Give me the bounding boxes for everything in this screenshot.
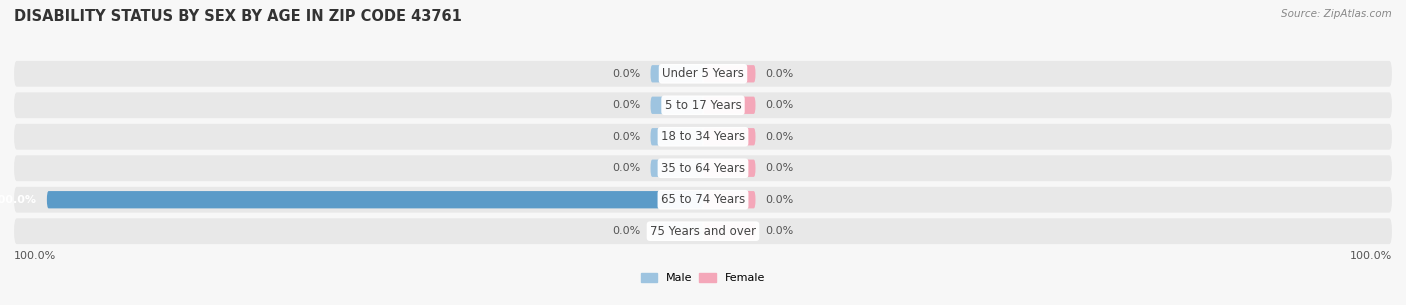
FancyBboxPatch shape xyxy=(14,218,1392,244)
FancyBboxPatch shape xyxy=(703,160,755,177)
FancyBboxPatch shape xyxy=(703,97,755,114)
FancyBboxPatch shape xyxy=(651,160,703,177)
Text: Under 5 Years: Under 5 Years xyxy=(662,67,744,80)
FancyBboxPatch shape xyxy=(703,128,755,145)
FancyBboxPatch shape xyxy=(651,65,703,82)
Text: 5 to 17 Years: 5 to 17 Years xyxy=(665,99,741,112)
FancyBboxPatch shape xyxy=(14,124,1392,150)
Text: 100.0%: 100.0% xyxy=(1350,251,1392,261)
Text: 0.0%: 0.0% xyxy=(613,226,641,236)
FancyBboxPatch shape xyxy=(703,65,755,82)
Text: 100.0%: 100.0% xyxy=(0,195,37,205)
Text: 35 to 64 Years: 35 to 64 Years xyxy=(661,162,745,175)
Text: Source: ZipAtlas.com: Source: ZipAtlas.com xyxy=(1281,9,1392,19)
Text: 100.0%: 100.0% xyxy=(14,251,56,261)
FancyBboxPatch shape xyxy=(651,128,703,145)
FancyBboxPatch shape xyxy=(651,223,703,240)
Text: 18 to 34 Years: 18 to 34 Years xyxy=(661,130,745,143)
Text: 75 Years and over: 75 Years and over xyxy=(650,225,756,238)
Text: 0.0%: 0.0% xyxy=(765,195,793,205)
Text: 0.0%: 0.0% xyxy=(613,132,641,142)
Text: 0.0%: 0.0% xyxy=(765,163,793,173)
Text: DISABILITY STATUS BY SEX BY AGE IN ZIP CODE 43761: DISABILITY STATUS BY SEX BY AGE IN ZIP C… xyxy=(14,9,463,24)
Text: 65 to 74 Years: 65 to 74 Years xyxy=(661,193,745,206)
FancyBboxPatch shape xyxy=(703,191,755,208)
Text: 0.0%: 0.0% xyxy=(613,163,641,173)
Text: 0.0%: 0.0% xyxy=(765,226,793,236)
FancyBboxPatch shape xyxy=(46,191,703,208)
FancyBboxPatch shape xyxy=(14,61,1392,87)
FancyBboxPatch shape xyxy=(703,223,755,240)
FancyBboxPatch shape xyxy=(14,187,1392,213)
FancyBboxPatch shape xyxy=(651,97,703,114)
FancyBboxPatch shape xyxy=(14,155,1392,181)
Text: 0.0%: 0.0% xyxy=(765,100,793,110)
Text: 0.0%: 0.0% xyxy=(613,69,641,79)
Legend: Male, Female: Male, Female xyxy=(637,268,769,288)
Text: 0.0%: 0.0% xyxy=(765,69,793,79)
Text: 0.0%: 0.0% xyxy=(613,100,641,110)
Text: 0.0%: 0.0% xyxy=(765,132,793,142)
FancyBboxPatch shape xyxy=(14,92,1392,118)
